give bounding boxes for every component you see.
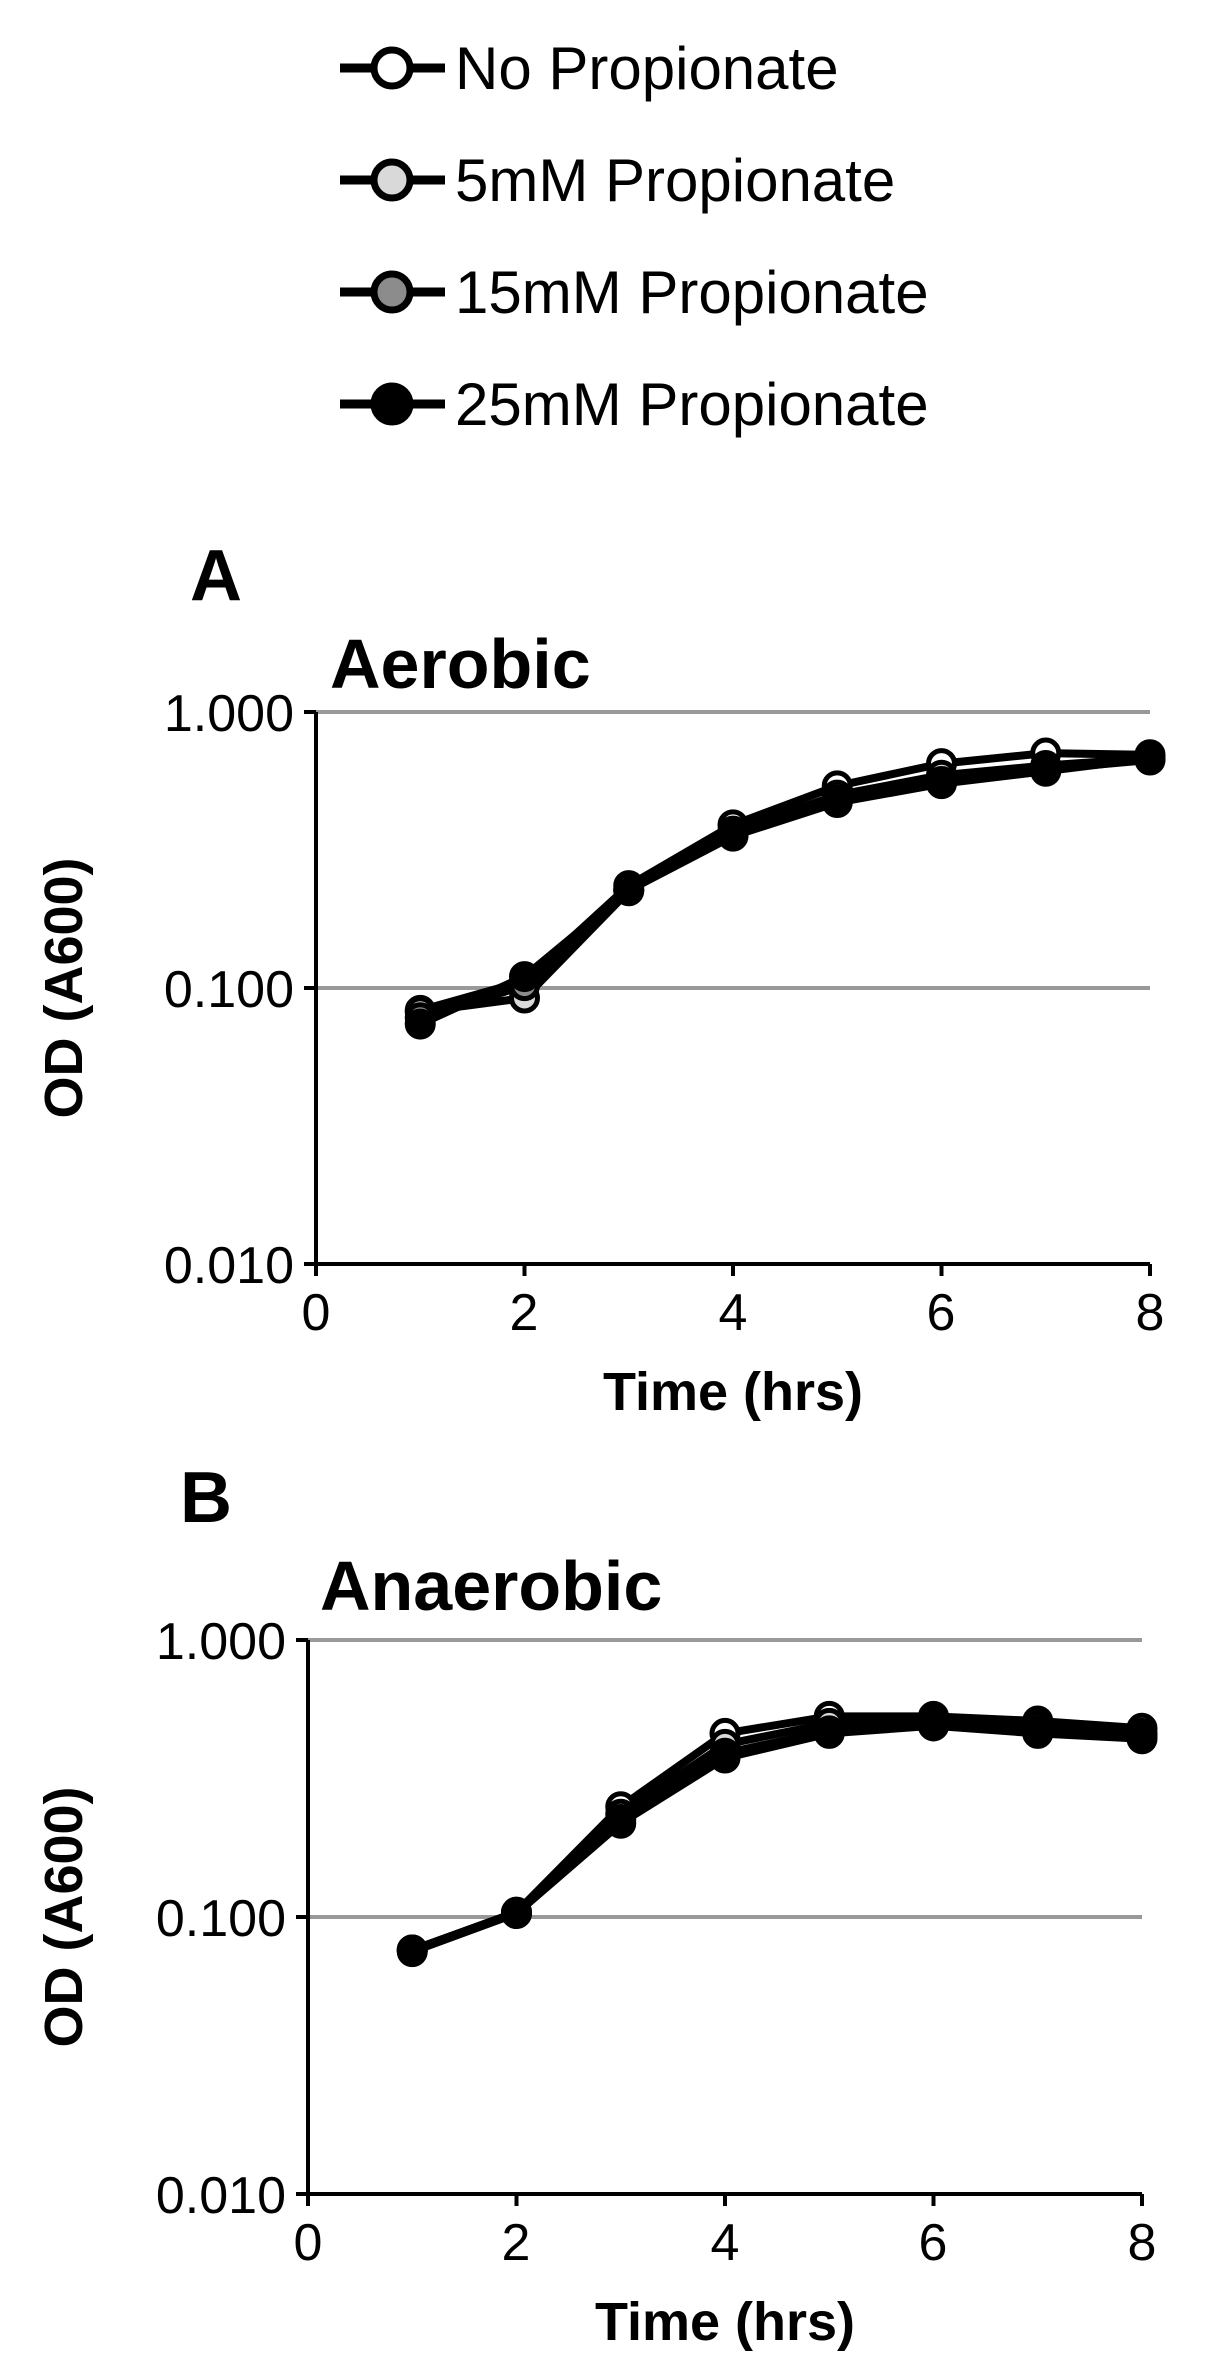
x-tick-label: 6: [919, 2214, 948, 2272]
data-point-25mm-propionate: [709, 1742, 741, 1774]
legend-label: 15mM Propionate: [455, 259, 929, 326]
x-tick-label: 2: [502, 2214, 531, 2272]
x-axis-label: Time (hrs): [603, 1362, 863, 1422]
x-tick-label: 0: [294, 2214, 323, 2272]
chart-title: Aerobic: [330, 625, 591, 703]
data-series: [396, 1700, 1158, 1968]
x-tick-marks: [306, 2194, 1144, 2206]
data-series: [404, 737, 1166, 1040]
legend-entry-15mm-propionate: 15mM Propionate: [340, 259, 929, 326]
data-point-25mm-propionate: [717, 820, 749, 852]
x-axis-label: Time (hrs): [595, 2292, 855, 2352]
x-tick-label: 2: [510, 1284, 539, 1342]
legend-entry-25mm-propionate: 25mM Propionate: [340, 371, 929, 438]
y-tick-label: 0.010: [164, 1237, 294, 1295]
data-point-25mm-propionate: [509, 961, 540, 993]
chart-title: Anaerobic: [320, 1547, 662, 1625]
legend-label: 25mM Propionate: [455, 371, 929, 438]
data-point-25mm-propionate: [821, 787, 853, 819]
series-line-25mm-propionate: [418, 754, 1151, 1028]
data-point-25mm-propionate: [613, 874, 645, 906]
x-tick-label: 4: [719, 1284, 748, 1342]
x-tick-label: 6: [927, 1284, 956, 1342]
data-point-25mm-propionate: [1030, 755, 1062, 787]
legend: No Propionate 5mM Propionate 15mM Propio…: [340, 35, 929, 438]
data-point-25mm-propionate: [1022, 1717, 1054, 1749]
y-axis-label: OD (A600): [34, 857, 94, 1118]
legend-marker: [370, 382, 414, 426]
data-point-25mm-propionate: [396, 1936, 428, 1968]
x-tick-label: 8: [1128, 2214, 1157, 2272]
panel-label: B: [180, 1458, 232, 1538]
panel-b-anaerobic: B Anaerobic 1.000 0.100 0.010 0 2 4 6 8 …: [34, 1458, 1158, 2352]
data-point-25mm-propionate: [813, 1717, 845, 1749]
data-point-25mm-propionate: [501, 1897, 532, 1929]
legend-marker: [370, 158, 414, 202]
y-axis-label: OD (A600): [34, 1786, 94, 2047]
data-point-25mm-propionate: [605, 1807, 637, 1839]
data-point-25mm-propionate: [926, 768, 957, 800]
x-tick-marks: [314, 1264, 1152, 1276]
panel-label: A: [190, 536, 242, 616]
legend-marker: [370, 270, 414, 314]
legend-label: 5mM Propionate: [455, 147, 895, 214]
legend-label: No Propionate: [455, 35, 839, 102]
legend-marker: [370, 46, 414, 90]
data-point-25mm-propionate: [1134, 742, 1166, 774]
y-tick-label: 1.000: [164, 685, 294, 743]
x-tick-label: 0: [302, 1284, 331, 1342]
y-tick-label: 0.010: [156, 2167, 286, 2225]
y-tick-label: 1.000: [156, 1613, 286, 1671]
legend-entry-no-propionate: No Propionate: [340, 35, 839, 102]
data-point-25mm-propionate: [918, 1710, 949, 1742]
data-point-25mm-propionate: [1126, 1723, 1158, 1755]
y-tick-label: 0.100: [156, 1890, 286, 1948]
y-tick-label: 0.100: [164, 961, 294, 1019]
x-tick-label: 4: [711, 2214, 740, 2272]
gridlines: [316, 710, 1150, 990]
x-tick-label: 8: [1136, 1284, 1165, 1342]
gridlines: [308, 1638, 1142, 1919]
data-point-25mm-propionate: [404, 1008, 436, 1040]
panel-a-aerobic: A Aerobic 1.000 0.100 0.010 0 2 4 6 8 Ti…: [34, 536, 1166, 1422]
series-line-25mm-propionate: [410, 1721, 1143, 1956]
legend-entry-5mm-propionate: 5mM Propionate: [340, 147, 895, 214]
